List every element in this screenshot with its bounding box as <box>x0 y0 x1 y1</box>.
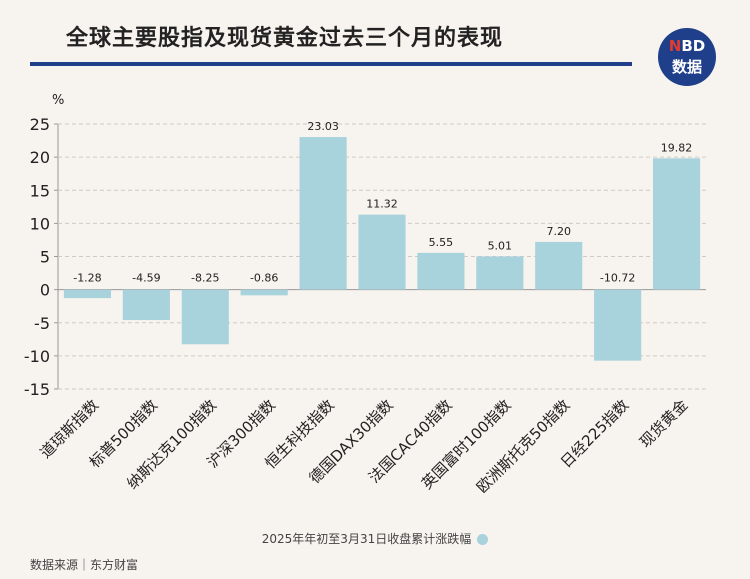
y-axis-unit: % <box>52 93 65 108</box>
source-note: 数据来源｜东方财富 <box>30 558 139 572</box>
y-tick-label: 10 <box>30 214 50 233</box>
data-label: 7.20 <box>546 225 571 238</box>
logo-bd-letters: BD <box>681 37 706 55</box>
bar <box>63 289 112 299</box>
logo-bottom-text: 数据 <box>671 58 702 76</box>
bar <box>299 137 347 290</box>
bar <box>535 241 583 290</box>
data-label: 5.01 <box>488 239 513 252</box>
legend-label: 2025年年初至3月31日收盘累计涨跌幅 <box>261 532 472 546</box>
y-tick-label: -5 <box>34 314 50 333</box>
bar <box>417 252 465 290</box>
data-label: -10.72 <box>600 272 635 285</box>
data-label: 19.82 <box>661 141 693 154</box>
bar <box>652 158 701 290</box>
data-label: 23.03 <box>307 120 339 133</box>
data-label: -0.86 <box>250 272 278 285</box>
y-tick-label: 15 <box>30 181 50 200</box>
chart-title: 全球主要股指及现货黄金过去三个月的表现 <box>66 26 504 51</box>
bar <box>358 214 406 290</box>
y-tick-label: 20 <box>30 148 50 167</box>
data-label: -4.59 <box>132 272 160 285</box>
nbd-logo: NBD 数据 <box>658 28 716 86</box>
data-label: -1.28 <box>73 272 101 285</box>
bar <box>240 289 288 296</box>
y-tick-label: -10 <box>24 347 50 366</box>
y-tick-label: 5 <box>40 248 50 267</box>
bar <box>181 289 229 345</box>
legend: 2025年年初至3月31日收盘累计涨跌幅 <box>0 530 750 547</box>
data-label: 11.32 <box>366 198 398 211</box>
title-underline <box>30 62 632 66</box>
logo-n-letter: N <box>668 37 682 55</box>
data-label: 5.55 <box>429 236 454 249</box>
logo-top-text: NBD <box>658 37 716 55</box>
bar <box>122 289 170 321</box>
category-label: 现货黄金 <box>636 396 691 451</box>
y-tick-label: 25 <box>30 115 50 134</box>
bar <box>594 289 642 361</box>
legend-swatch <box>477 534 489 545</box>
y-tick-label: 0 <box>40 281 50 300</box>
bar <box>476 256 524 290</box>
data-label: -8.25 <box>191 272 219 285</box>
y-tick-label: -15 <box>24 380 50 399</box>
